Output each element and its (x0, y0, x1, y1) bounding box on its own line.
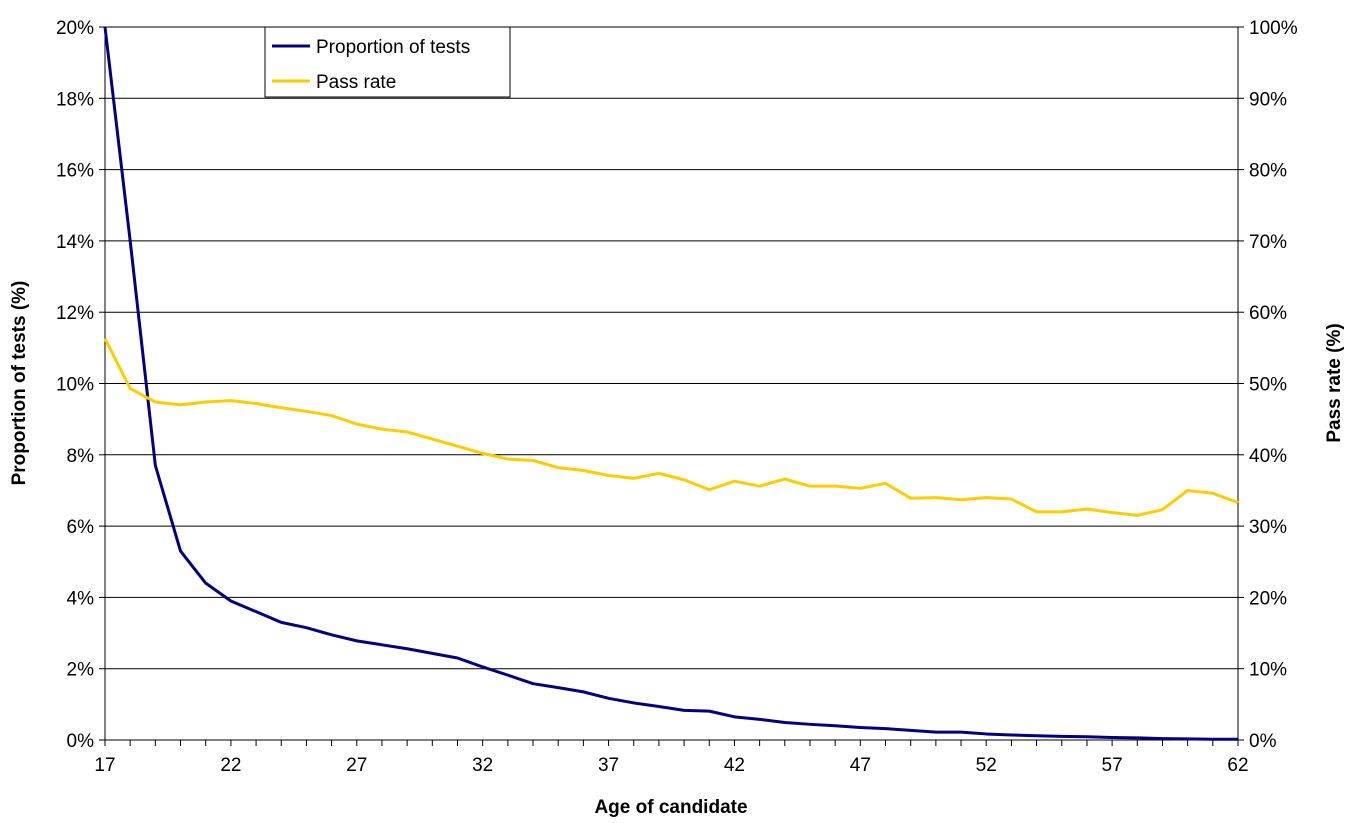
y2-axis-title: Pass rate (%) (1324, 323, 1345, 442)
y2-tick-label: 30% (1249, 517, 1287, 538)
y2-tick-label: 100% (1249, 18, 1298, 39)
y-tick-label: 14% (56, 232, 94, 253)
x-tick-label: 62 (1227, 755, 1248, 776)
x-tick-label: 17 (94, 755, 115, 776)
y2-tick-label: 50% (1249, 375, 1287, 396)
y2-tick-label: 70% (1249, 232, 1287, 253)
series-lines (103, 26, 1239, 741)
y2-tick-label: 40% (1249, 446, 1287, 467)
y-tick-label: 16% (56, 161, 94, 182)
y-tick-label: 2% (67, 660, 95, 681)
x-axis-tick-labels: 17 22 27 32 37 42 47 52 57 62 (94, 755, 1248, 776)
y2-tick-label: 0% (1249, 731, 1277, 752)
x-axis-title: Age of candidate (594, 797, 747, 818)
y2-tick-label: 10% (1249, 660, 1287, 681)
y-tick-label: 8% (67, 446, 95, 467)
y2-tick-label: 60% (1249, 303, 1287, 324)
y-tick-label: 10% (56, 375, 94, 396)
y-tick-label: 12% (56, 303, 94, 324)
y2-tick-label: 90% (1249, 89, 1287, 110)
x-tick-label: 57 (1102, 755, 1123, 776)
legend-label-proportion-of-tests: Proportion of tests (316, 37, 470, 58)
axes (99, 26, 1244, 746)
x-tick-label: 22 (220, 755, 241, 776)
y2-tick-label: 20% (1249, 588, 1287, 609)
x-tick-label: 32 (472, 755, 493, 776)
y-tick-label: 6% (67, 517, 95, 538)
legend-box (264, 26, 511, 98)
x-tick-label: 42 (724, 755, 745, 776)
y-tick-label: 20% (56, 18, 94, 39)
series-line-proportion-of-tests (103, 26, 1238, 741)
y-tick-label: 0% (67, 731, 95, 752)
y-tick-label: 18% (56, 89, 94, 110)
right-axis-tick-labels: 0% 10% 20% 30% 40% 50% 60% 70% 80% 90% 100% (1249, 18, 1298, 752)
x-tick-label: 27 (346, 755, 367, 776)
series-line-pass-rate (103, 337, 1239, 517)
x-tick-label: 37 (598, 755, 619, 776)
y2-tick-label: 80% (1249, 161, 1287, 182)
legend: Proportion of tests Pass rate (264, 26, 511, 98)
x-tick-label: 47 (850, 755, 871, 776)
x-tick-label: 52 (976, 755, 997, 776)
gridlines (105, 26, 1238, 670)
left-axis-tick-labels: 0% 2% 4% 6% 8% 10% 12% 14% 16% 18% 20% (56, 18, 94, 752)
y-tick-label: 4% (67, 588, 95, 609)
legend-label-pass-rate: Pass rate (316, 72, 396, 93)
y-axis-title: Proportion of tests (%) (9, 281, 30, 486)
